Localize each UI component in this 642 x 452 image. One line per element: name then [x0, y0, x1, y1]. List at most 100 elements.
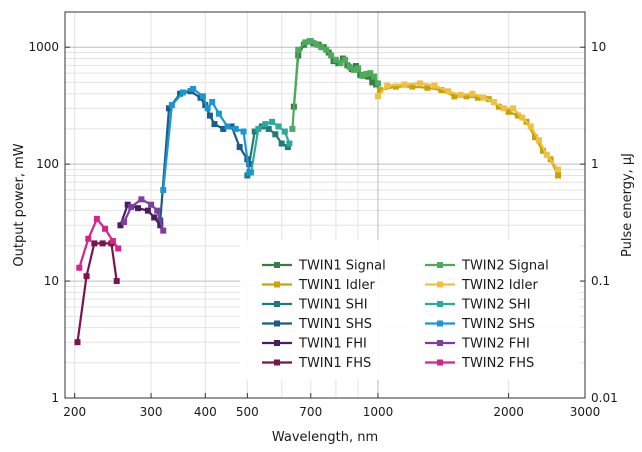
x-tick-label: 500	[236, 405, 259, 419]
data-point	[109, 238, 116, 245]
legend-swatch-marker	[274, 301, 280, 307]
data-point	[409, 83, 416, 90]
data-point	[135, 205, 142, 212]
legend-swatch-marker	[274, 320, 280, 327]
data-point	[246, 161, 253, 168]
data-point	[307, 37, 314, 44]
data-point	[151, 214, 158, 221]
data-point	[246, 169, 253, 176]
legend-label: TWIN1 FHS	[298, 356, 371, 371]
data-point	[262, 121, 269, 128]
data-point	[154, 207, 161, 214]
data-point	[289, 125, 296, 132]
legend-label: TWIN2 SHI	[461, 298, 531, 313]
data-point	[284, 144, 291, 151]
data-point	[128, 203, 135, 210]
legend-label: TWIN1 Signal	[298, 259, 386, 274]
legend-item: TWIN1 SHS	[262, 317, 372, 332]
legend-label: TWIN1 SHS	[298, 317, 372, 332]
x-axis-ticks: 200 300 400 500 700 1000 2000 3000	[63, 393, 600, 419]
y-tick-label: 1000	[28, 40, 59, 54]
data-point	[113, 278, 120, 285]
y2-axis-ticks: 0.01 0.1 1 10	[580, 40, 618, 405]
data-point	[224, 123, 231, 130]
data-point	[220, 125, 227, 132]
data-point	[215, 110, 222, 117]
y2-tick-label: 1	[591, 157, 599, 171]
data-point	[228, 123, 235, 130]
data-point	[374, 80, 381, 87]
series-twin2-signal	[289, 37, 381, 132]
data-point	[505, 108, 512, 115]
data-point	[240, 128, 247, 135]
data-point	[519, 114, 526, 121]
data-point	[332, 56, 339, 63]
y2-tick-label: 0.1	[591, 274, 610, 288]
data-point	[350, 66, 357, 73]
data-point	[371, 73, 378, 80]
data-point	[527, 123, 534, 130]
data-point	[346, 63, 353, 70]
x-axis-title: Wavelength, nm	[272, 430, 378, 445]
legend-item: TWIN2 SHI	[425, 298, 531, 313]
y-axis-title: Output power, mW	[12, 143, 27, 266]
data-point	[236, 144, 243, 151]
legend-swatch-marker	[437, 281, 443, 288]
series-twin2-shs	[160, 85, 253, 194]
data-point	[168, 102, 175, 109]
data-point	[269, 118, 276, 125]
legend-label: TWIN2 FHS	[461, 356, 534, 371]
data-point	[190, 85, 197, 92]
data-point	[355, 65, 362, 72]
data-point	[555, 166, 562, 173]
data-point	[302, 39, 309, 46]
data-point	[539, 147, 546, 154]
data-point	[115, 245, 122, 252]
legend-label: TWIN2 FHI	[461, 337, 530, 352]
data-point	[286, 140, 293, 147]
data-point	[93, 215, 100, 222]
data-point	[102, 225, 109, 232]
legend-item: TWIN1 SHI	[262, 298, 368, 313]
data-point	[166, 105, 173, 112]
data-point	[457, 92, 464, 99]
data-point	[275, 123, 282, 130]
data-point	[401, 81, 408, 88]
series-twin1-fhi	[117, 201, 164, 229]
x-tick-label: 200	[63, 405, 86, 419]
data-point	[160, 187, 167, 194]
legend-label: TWIN2 Signal	[461, 259, 549, 274]
legend-swatch-marker	[437, 320, 443, 327]
x-tick-label: 1000	[363, 405, 394, 419]
data-point	[480, 94, 487, 101]
data-point	[417, 80, 424, 87]
legend: TWIN1 Signal TWIN1 Idler TWIN1 SHI TWIN1 SH…	[262, 259, 549, 371]
data-point	[199, 93, 206, 100]
legend-swatch-marker	[274, 340, 280, 346]
data-point	[148, 201, 155, 208]
data-point	[424, 84, 431, 91]
data-point	[278, 140, 285, 147]
y2-tick-label: 10	[591, 40, 606, 54]
legend-box	[240, 240, 580, 380]
x-tick-label: 400	[194, 405, 217, 419]
data-point	[359, 72, 366, 79]
y-tick-label: 10	[44, 274, 59, 288]
legend-swatch-marker	[437, 340, 443, 346]
series-layer	[74, 37, 562, 346]
legend-item: TWIN2 Idler	[425, 278, 538, 293]
data-point	[281, 128, 288, 135]
data-point	[211, 121, 218, 128]
y-axis-ticks: 1 10 100 1000	[28, 40, 70, 405]
series-twin2-idler	[374, 80, 562, 173]
data-point	[124, 201, 131, 208]
legend-label: TWIN2 SHS	[461, 317, 535, 332]
y-tick-label: 100	[36, 157, 59, 171]
data-point	[469, 90, 476, 97]
x-tick-label: 300	[140, 405, 163, 419]
data-point	[555, 172, 562, 179]
data-point	[117, 222, 124, 229]
data-point	[376, 87, 383, 94]
legend-swatch-marker	[274, 281, 280, 288]
